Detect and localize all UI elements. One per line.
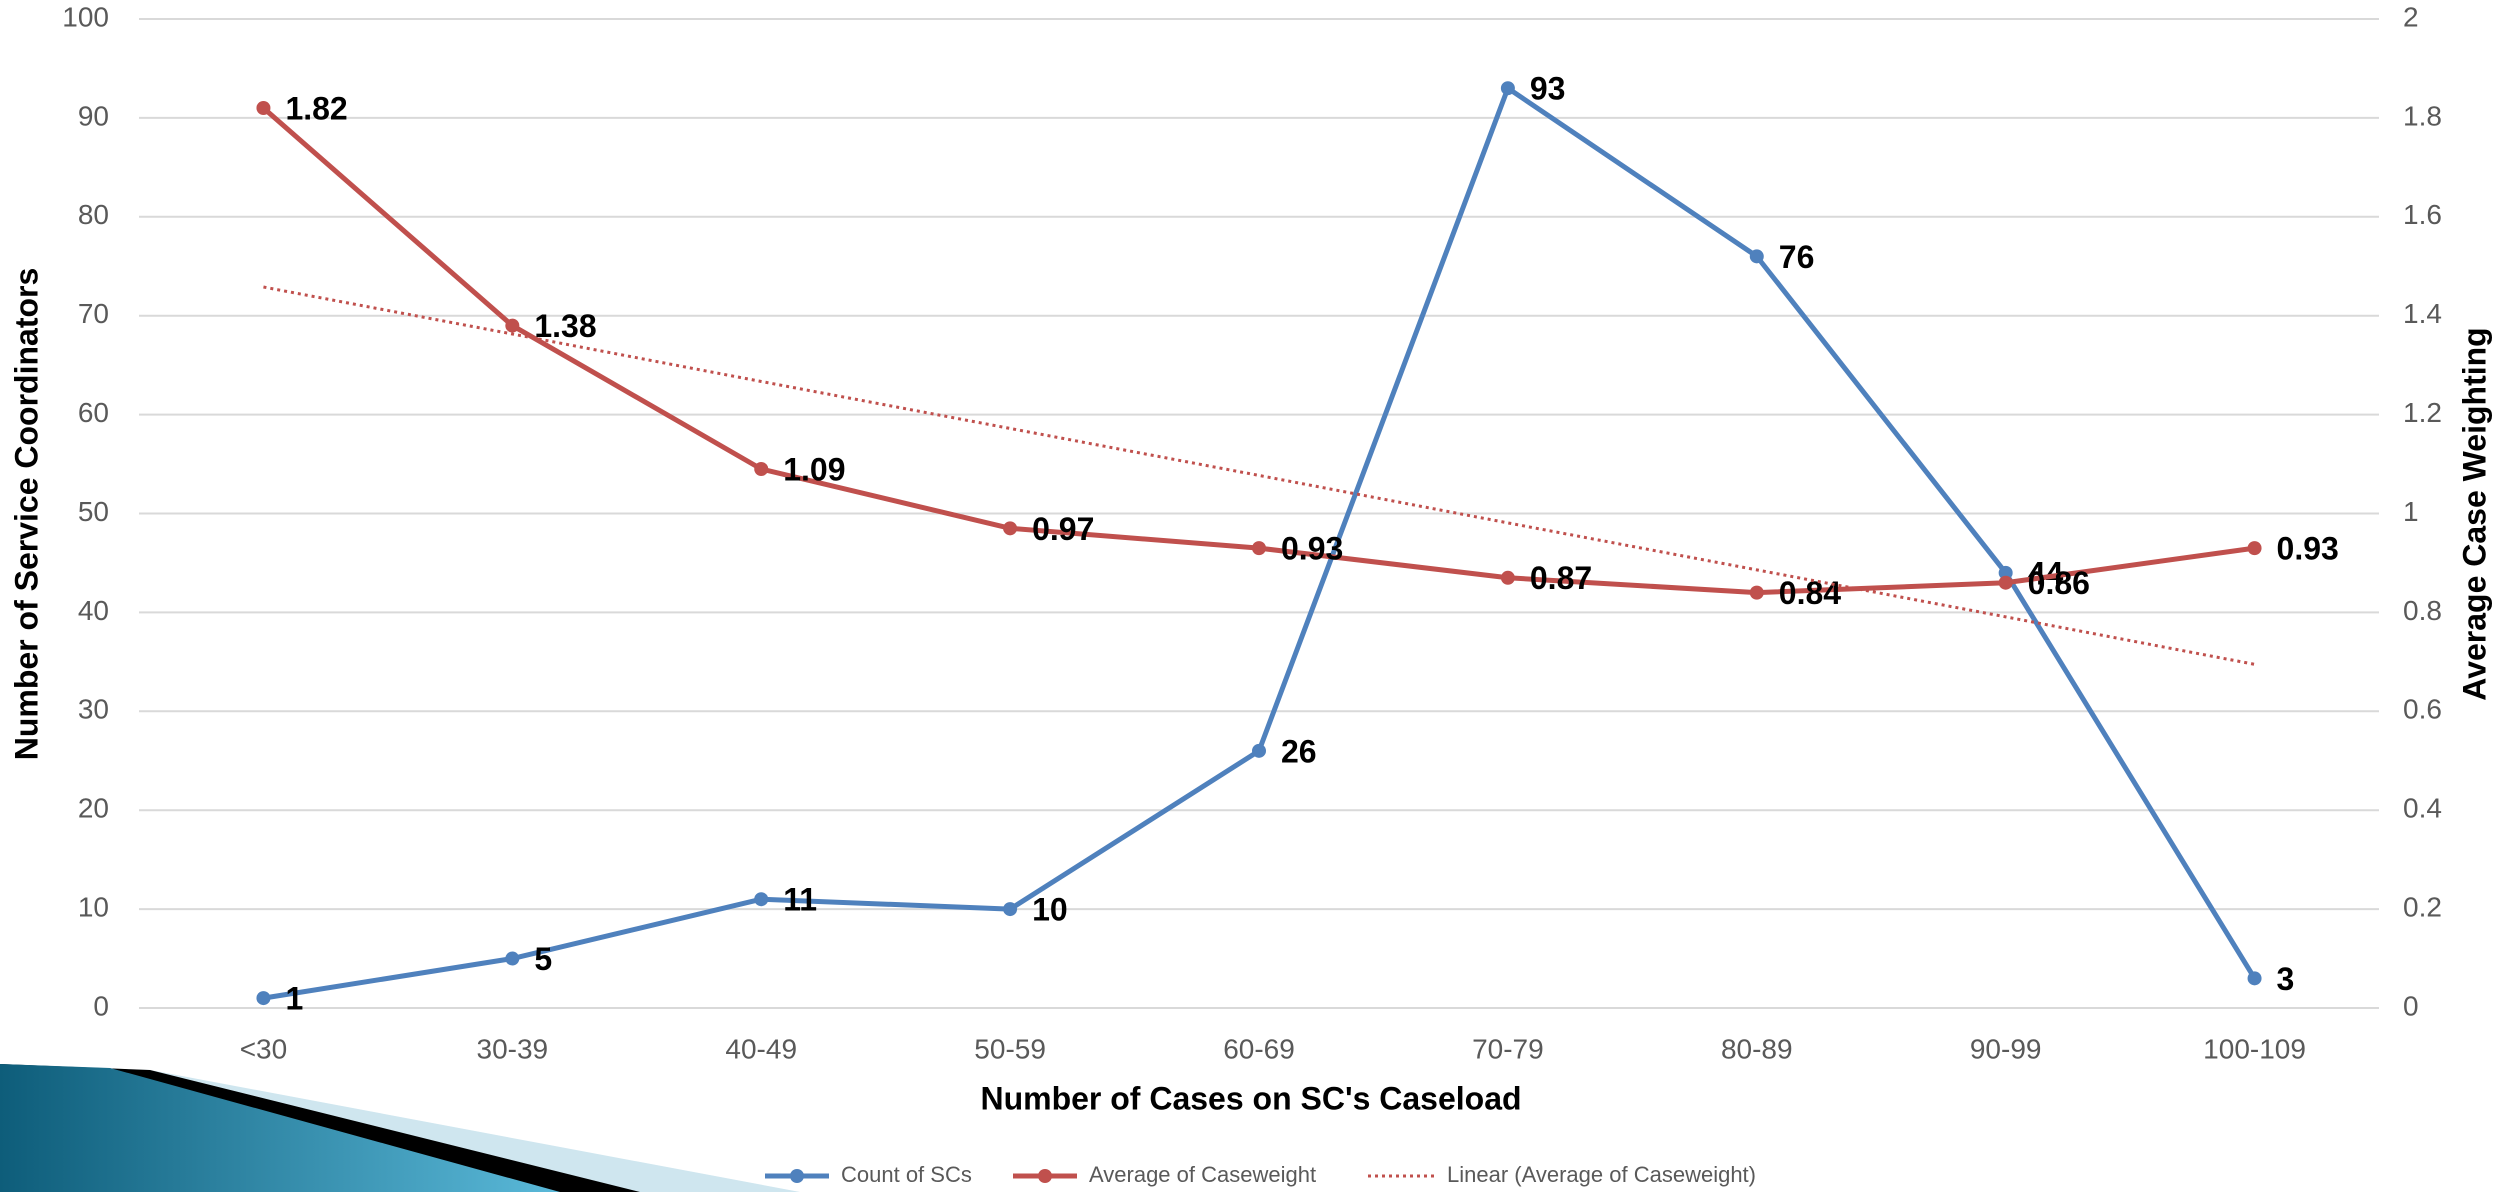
y2-tick-label: 1.4 <box>2403 298 2442 329</box>
y-tick-label: 10 <box>78 891 109 922</box>
data-label: 5 <box>534 941 552 977</box>
data-point <box>1749 585 1764 600</box>
y-tick-label: 20 <box>78 793 109 824</box>
data-label: 11 <box>783 882 817 918</box>
legend-label: Linear (Average of Caseweight) <box>1447 1162 1756 1187</box>
y-tick-label: 30 <box>78 694 109 725</box>
legend-marker <box>790 1169 804 1183</box>
y2-tick-label: 1 <box>2403 496 2419 527</box>
legend-label: Count of SCs <box>841 1162 972 1187</box>
data-label: 0.84 <box>1779 575 1841 611</box>
y-tick-label: 40 <box>78 595 109 626</box>
y-tick-label: 0 <box>93 990 109 1021</box>
data-point <box>505 318 520 333</box>
data-point <box>1003 521 1018 536</box>
data-label: 0.93 <box>1281 531 1343 567</box>
y-tick-label: 70 <box>78 298 109 329</box>
data-point <box>1003 902 1018 917</box>
x-tick-label: 80-89 <box>1721 1033 1793 1064</box>
data-label: 1.38 <box>534 308 596 344</box>
x-tick-label: <30 <box>240 1033 288 1064</box>
x-tick-label: 90-99 <box>1970 1033 2042 1064</box>
data-point <box>754 461 769 476</box>
legend-marker <box>1038 1169 1052 1183</box>
data-label: 0.86 <box>2028 565 2090 601</box>
x-tick-label: 70-79 <box>1472 1033 1544 1064</box>
y2-tick-label: 0.6 <box>2403 694 2442 725</box>
y-tick-label: 80 <box>78 199 109 230</box>
data-label: 1.82 <box>285 90 347 126</box>
data-label: 3 <box>2277 961 2295 997</box>
data-label: 76 <box>1779 239 1815 275</box>
data-point <box>1749 249 1764 264</box>
data-point <box>1500 570 1515 585</box>
decoration <box>0 1064 800 1192</box>
data-label: 0.87 <box>1530 560 1592 596</box>
legend-label: Average of Caseweight <box>1089 1162 1316 1187</box>
x-tick-label: 50-59 <box>974 1033 1046 1064</box>
y2-tick-label: 0 <box>2403 990 2419 1021</box>
x-tick-label: 30-39 <box>477 1033 549 1064</box>
data-label: 26 <box>1281 733 1317 769</box>
data-point <box>1998 575 2013 590</box>
trend-line <box>263 285 2255 666</box>
data-label: 93 <box>1530 71 1566 107</box>
y2-axis-title: Average Case Weighting <box>2456 327 2492 700</box>
x-tick-label: 60-69 <box>1223 1033 1295 1064</box>
data-point <box>754 892 769 907</box>
data-point <box>1998 565 2013 580</box>
data-point <box>505 951 520 966</box>
y-tick-label: 60 <box>78 397 109 428</box>
data-label: 0.93 <box>2277 531 2339 567</box>
y2-tick-label: 2 <box>2403 1 2419 32</box>
x-tick-label: 100-109 <box>2203 1033 2306 1064</box>
x-tick-label: 40-49 <box>725 1033 797 1064</box>
data-point <box>256 991 271 1006</box>
data-point <box>2247 971 2262 986</box>
y2-tick-label: 0.4 <box>2403 793 2442 824</box>
y-tick-label: 90 <box>78 100 109 131</box>
x-axis-title: Number of Cases on SC's Caseload <box>980 1080 1521 1116</box>
data-point <box>2247 541 2262 556</box>
series-line <box>261 106 2255 596</box>
y-tick-label: 50 <box>78 496 109 527</box>
y-tick-label: 100 <box>62 1 109 32</box>
y2-tick-label: 1.8 <box>2403 100 2442 131</box>
data-label: 10 <box>1032 892 1068 928</box>
y2-tick-label: 1.6 <box>2403 199 2442 230</box>
data-point <box>1252 743 1266 758</box>
data-label: 0.97 <box>1032 511 1094 547</box>
y2-tick-label: 0.2 <box>2403 891 2442 922</box>
data-label: 1 <box>285 981 303 1017</box>
data-point <box>1500 81 1515 96</box>
data-label: 1.09 <box>783 451 845 487</box>
y2-tick-label: 1.2 <box>2403 397 2442 428</box>
data-point <box>1252 541 1266 556</box>
data-point <box>256 101 271 116</box>
y2-tick-label: 0.8 <box>2403 595 2442 626</box>
y-axis-title: Number of Service Coordinators <box>8 268 44 761</box>
